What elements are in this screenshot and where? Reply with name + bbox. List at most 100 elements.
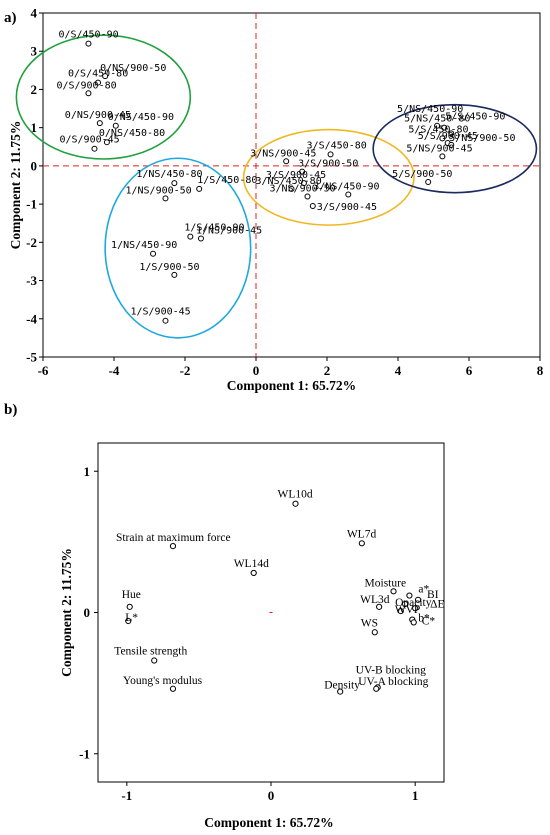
x-tick-label: -6 (38, 363, 49, 378)
data-point (112, 122, 119, 129)
y-axis-title: Component 2: 11.75% (8, 121, 23, 250)
data-point (283, 158, 290, 165)
data-point-label: 0/S/450-90 (58, 30, 118, 41)
data-point-label: 1/NS/450-90 (111, 240, 177, 251)
y-tick-label: 1 (31, 120, 38, 135)
data-point (300, 180, 307, 187)
panel-label-a: a) (4, 10, 17, 26)
data-point (425, 178, 432, 185)
data-point-label: 0/NS/450-80 (99, 128, 165, 139)
data-point-label: 0/S/900-80 (56, 80, 116, 91)
data-point (162, 317, 169, 324)
loading-point (169, 685, 177, 692)
data-point-label: 1/S/900-50 (139, 262, 199, 273)
data-point (448, 141, 455, 148)
x-tick-label: 0 (268, 788, 275, 803)
data-point-label: 3/S/900-45 (266, 170, 326, 181)
data-point-label: 1/NS/900-50 (125, 185, 191, 196)
loading-label: b* (418, 613, 430, 625)
loading-label: BI (427, 589, 439, 601)
y-tick-label: 4 (31, 6, 38, 21)
loading-label: ΔE (430, 598, 444, 610)
loading-point (125, 617, 132, 625)
data-point-label: 3/NS/450-80 (256, 176, 322, 187)
x-axis-title: Component 1: 65.72% (227, 378, 356, 393)
data-point-label: 5/NS/900-50 (449, 133, 515, 144)
data-point-label: 5/S/450-90 (445, 111, 505, 122)
data-point-label: 5/S/900-45 (418, 131, 478, 142)
data-point-label: 0/NS/900-45 (65, 110, 131, 121)
data-point-label: 3/NS/900-50 (269, 183, 335, 194)
loading-point (412, 605, 419, 612)
data-point (171, 271, 178, 278)
data-point-label: 5/NS/450-90 (397, 104, 463, 115)
plot-frame-a (42, 12, 541, 358)
loading-point (414, 596, 422, 603)
loading-label: L* (125, 612, 138, 624)
y-tick-label: -2 (26, 235, 37, 250)
cluster-ellipse-4 (372, 103, 538, 194)
data-point-label: 0/S/900-45 (59, 135, 119, 146)
x-axis-title: Component 1: 65.72% (204, 815, 333, 830)
x-tick-label: 4 (395, 363, 402, 378)
loading-point (151, 657, 158, 664)
x-tick-label: 1 (412, 788, 419, 803)
loading-point (376, 603, 383, 610)
cluster-ellipse-3 (242, 128, 415, 226)
data-point (345, 191, 352, 198)
chart-b: b) -1 0 1 -1 0 1 Component 1: 65.72% Component 2… (4, 402, 445, 830)
data-point-label: 1/NS/900-45 (196, 226, 262, 237)
data-point (299, 168, 306, 175)
y-tick-label: -3 (26, 273, 37, 288)
loading-point (337, 688, 344, 695)
x-tick-label: 2 (324, 363, 331, 378)
data-point (327, 151, 334, 158)
cluster-ellipse-2 (104, 157, 252, 339)
data-point (309, 203, 316, 210)
loading-point (358, 540, 365, 547)
y-tick-label: 0 (84, 605, 91, 620)
y-tick-label: -4 (26, 311, 37, 326)
loading-point (169, 543, 177, 550)
loading-label: WL3d (360, 594, 390, 606)
loading-point (410, 619, 417, 626)
loading-label: WVP (395, 604, 421, 616)
data-point-label: 5/NS/450-80 (404, 114, 470, 125)
data-point-label: 3/S/900-45 (317, 202, 377, 213)
data-point (288, 185, 295, 192)
data-point-label: 1/S/900-45 (130, 307, 190, 318)
data-point (197, 235, 204, 242)
loading-label: WL10d (278, 489, 313, 501)
x-tick-label: 6 (466, 363, 473, 378)
loading-label: Strain at maximum force (116, 532, 231, 544)
data-point-label: 1/NS/450-80 (136, 169, 202, 180)
x-tick-label: -2 (180, 363, 191, 378)
data-point (162, 195, 169, 202)
data-point-label: 3/NS/900-45 (250, 148, 316, 159)
loading-point (397, 607, 404, 615)
data-point (102, 73, 109, 80)
loading-label: WL14d (234, 558, 269, 570)
y-axis-title: Component 2: 11.75% (59, 548, 74, 677)
data-point (150, 250, 157, 257)
data-point (196, 185, 203, 192)
data-point-label: 3/S/450-80 (307, 140, 367, 151)
data-point-label: 5/NS/900-45 (406, 143, 472, 154)
loading-label: WS (361, 617, 378, 629)
chart-a: a) -6 -4 -2 0 2 4 6 8 -5 -4 -3 -2 -1 0 1 2 3 4 Component 1:… (4, 6, 544, 394)
cluster-ellipse-1 (15, 34, 192, 160)
loading-label: Opacity (395, 597, 432, 609)
data-point (304, 193, 311, 200)
data-point (95, 79, 102, 86)
data-point-label: 3/NS/450-90 (313, 182, 379, 193)
y-tick-label: 1 (84, 464, 91, 479)
loading-label: Moisture (365, 577, 407, 589)
loading-point (406, 592, 413, 599)
loading-point (371, 629, 378, 636)
data-point-label: 0/NS/900-50 (100, 63, 166, 74)
loading-label: C* (422, 615, 436, 627)
data-point (103, 139, 110, 146)
loading-point (390, 588, 397, 595)
loading-label: Tensile strength (114, 646, 187, 658)
y-tick-label: -5 (26, 350, 37, 365)
